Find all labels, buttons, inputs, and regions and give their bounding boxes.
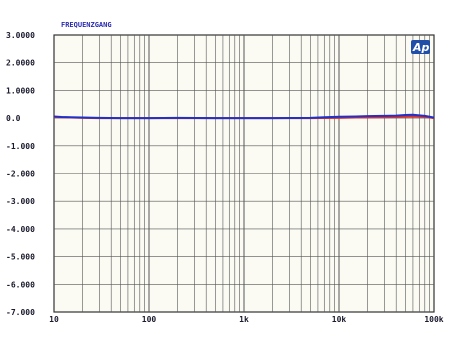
y-tick-label: -6.000 [6, 280, 35, 289]
y-tick-label: -5.000 [6, 253, 35, 262]
x-tick-label: 100k [424, 315, 443, 324]
x-tick-label: 10 [49, 315, 59, 324]
x-tick-label: 1k [239, 315, 249, 324]
y-tick-label: 0.0 [6, 114, 21, 123]
series-layer [53, 113, 435, 120]
y-tick-label: -3.000 [6, 197, 35, 206]
grid-layer [54, 35, 434, 312]
tick-layer: 3.0000 2.0000 1.0000 0.0 -1.000 -2.000 -3.000 -… [6, 31, 444, 324]
x-tick-label: 10k [332, 315, 347, 324]
chart-title: FREQUENZGANG [61, 21, 112, 29]
ap-logo: Ap [411, 40, 430, 54]
y-tick-label: -1.000 [6, 142, 35, 151]
y-tick-label: -2.000 [6, 170, 35, 179]
ap-logo-badge [411, 40, 430, 54]
y-tick-label: 2.0000 [6, 59, 35, 68]
y-tick-label: 3.0000 [6, 31, 35, 40]
series-line-2 [53, 113, 435, 120]
y-tick-label: -7.000 [6, 308, 35, 317]
x-tick-label: 100 [142, 315, 157, 324]
y-tick-label: -4.000 [6, 225, 35, 234]
y-tick-label: 1.0000 [6, 86, 35, 95]
ap-logo-text: Ap [412, 41, 430, 54]
